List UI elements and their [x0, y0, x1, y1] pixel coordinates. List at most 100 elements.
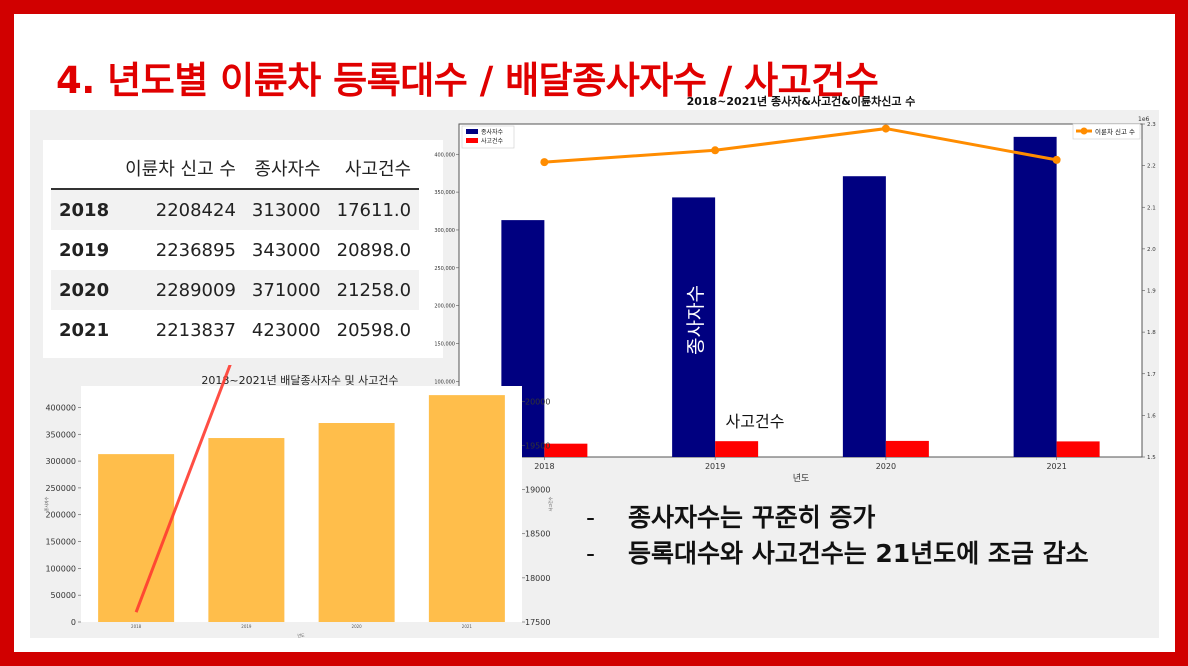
table-cell-year: 2018 — [59, 199, 110, 221]
left-tick-label: 50000 — [51, 591, 76, 600]
bar-accidents — [885, 440, 929, 457]
table-cell-registrations: 2289009 — [155, 279, 236, 301]
bullet-item: - 종사자수는 꾸준히 증가 — [586, 500, 1146, 536]
point-registrations — [711, 146, 720, 155]
legend-swatch-accidents — [466, 138, 478, 143]
table-row: 2019 2236895 343000 20898.0 — [51, 230, 419, 270]
right-tick-label: 1.5 — [1147, 455, 1156, 461]
bullet-text: 등록대수와 사고건수는 21년도에 조금 감소 — [628, 539, 1089, 568]
table-cell-registrations: 2236895 — [155, 239, 236, 261]
bullet-dash: - — [586, 503, 596, 532]
table-row: 2018 2208424 313000 17611.0 — [51, 189, 420, 230]
left-tick-label: 300000 — [45, 457, 76, 466]
big-chart-annotation-workers: 종사자수 — [685, 285, 707, 355]
table-header-registrations: 이륜차 신고 수 — [125, 159, 236, 180]
point-registrations — [1052, 155, 1061, 164]
small-chart-line — [134, 365, 232, 613]
left-tick-label: 100000 — [45, 564, 76, 573]
bar-accidents — [544, 443, 588, 457]
right-tick-label: 18000 — [525, 574, 550, 583]
legend-label-registrations: 이륜차 신고 수 — [1095, 127, 1135, 136]
big-chart-line — [540, 124, 1061, 167]
slide-title: 4. 년도별 이륜차 등록대수 / 배달종사자수 / 사고건수 — [56, 59, 879, 102]
bar-workers — [428, 395, 505, 622]
small-chart-ylabel-right: 사고건수 — [547, 496, 553, 511]
small-chart-ylabel-left: 종사자수 — [43, 496, 49, 511]
right-tick-label: 1.9 — [1147, 289, 1156, 295]
line-accidents — [134, 365, 232, 613]
big-chart-left-axis: 100,000 150,000 200,000 250,000 300,000 350,0… — [434, 152, 459, 385]
legend-label-workers: 종사자수 — [481, 128, 504, 136]
left-tick-label: 150000 — [45, 538, 76, 547]
right-tick-label: 2.1 — [1147, 205, 1156, 211]
small-chart-title: 2018~2021년 배달종사자수 및 사고건수 — [201, 374, 398, 387]
table-cell-year: 2020 — [59, 279, 110, 301]
table-cell-accidents: 21258.0 — [336, 279, 412, 301]
left-tick-label: 200,000 — [434, 304, 455, 310]
small-chart-bars — [98, 395, 505, 622]
big-chart-annotation-accidents: 사고건수 — [726, 412, 785, 431]
right-tick-label: 20000 — [525, 397, 550, 406]
left-tick-label: 0 — [71, 618, 76, 627]
big-chart-legend-right: 이륜차 신고 수 — [1072, 123, 1141, 140]
table-cell-accidents: 20598.0 — [336, 319, 412, 341]
table-cell-workers: 343000 — [251, 239, 321, 261]
left-tick-label: 300,000 — [434, 228, 455, 234]
table-cell-workers: 371000 — [251, 279, 321, 301]
right-tick-label: 17500 — [525, 618, 550, 627]
right-tick-label: 19000 — [525, 486, 550, 495]
bar-workers — [318, 423, 395, 622]
left-tick-label: 350,000 — [434, 190, 455, 196]
point-registrations — [881, 124, 890, 133]
workers-accidents-registrations-chart: 2018~2021년 종사자&사고건&이륜차신고 수 100,000 150,00… — [434, 94, 1156, 484]
table-cell-year: 2019 — [59, 239, 110, 261]
left-tick-label: 250000 — [45, 484, 76, 493]
data-table: 이륜차 신고 수 종사자수 사고건수 2018 2208424 313000 1… — [51, 148, 420, 350]
small-chart-x-axis: 2018 2019 2020 2021 — [131, 624, 472, 629]
line-registrations — [544, 127, 1057, 164]
small-chart-right-axis: 17500 18000 18500 19000 19500 20000 — [522, 397, 550, 627]
table-header-row: 이륜차 신고 수 종사자수 사고건수 — [51, 148, 420, 189]
right-tick-label: 2.0 — [1147, 247, 1156, 253]
right-tick-label: 18500 — [525, 530, 550, 539]
big-chart-right-scale: 1e6 — [1138, 116, 1150, 123]
table-row: 2020 2289009 371000 21258.0 — [51, 270, 420, 310]
legend-label-accidents: 사고건수 — [481, 137, 504, 145]
x-tick-label: 2021 — [462, 624, 473, 629]
right-tick-label: 19500 — [525, 441, 550, 450]
table-header-index — [51, 148, 117, 189]
big-chart-bars — [501, 136, 1100, 457]
table-header-workers: 종사자수 — [254, 159, 321, 180]
left-tick-label: 400,000 — [434, 152, 455, 158]
right-tick-label: 1.7 — [1147, 372, 1156, 378]
legend-marker-registrations — [1080, 127, 1088, 135]
small-chart-xlabel: 년도 — [297, 632, 305, 638]
table-cell-registrations: 2208424 — [155, 199, 236, 221]
table-cell-accidents: 20898.0 — [336, 239, 412, 261]
bullet-dash: - — [586, 539, 596, 568]
bullet-item: - 등록대수와 사고건수는 21년도에 조금 감소 — [586, 536, 1146, 572]
left-tick-label: 250,000 — [434, 266, 455, 272]
x-tick-label: 2021 — [1046, 462, 1066, 471]
bar-accidents — [715, 441, 759, 457]
table-cell-accidents: 17611.0 — [336, 199, 412, 221]
legend-swatch-workers — [466, 129, 478, 134]
right-tick-label: 2.3 — [1147, 122, 1156, 128]
x-tick-label: 2019 — [705, 462, 725, 471]
summary-bullets: - 종사자수는 꾸준히 증가 - 등록대수와 사고건수는 21년도에 조금 감소 — [586, 500, 1146, 572]
big-chart-x-axis: 2018 2019 2020 2021 — [534, 457, 1067, 471]
right-tick-label: 2.2 — [1147, 164, 1156, 170]
big-chart-legend-left: 종사자수 사고건수 — [461, 125, 515, 149]
x-tick-label: 2020 — [352, 624, 363, 629]
table-cell-workers: 313000 — [251, 199, 321, 221]
left-tick-label: 150,000 — [434, 341, 455, 347]
table-row: 2021 2213837 423000 20598.0 — [51, 310, 419, 350]
bar-accidents — [1056, 441, 1100, 457]
small-chart-left-axis: 0 50000 100000 150000 200000 250000 300000 3500… — [45, 403, 81, 627]
x-tick-label: 2018 — [534, 462, 554, 471]
bar-workers — [208, 438, 285, 622]
table-cell-workers: 423000 — [251, 319, 321, 341]
right-tick-label: 1.8 — [1147, 330, 1156, 336]
big-chart-xlabel: 년도 — [793, 473, 810, 484]
table-header-accidents: 사고건수 — [344, 159, 412, 180]
